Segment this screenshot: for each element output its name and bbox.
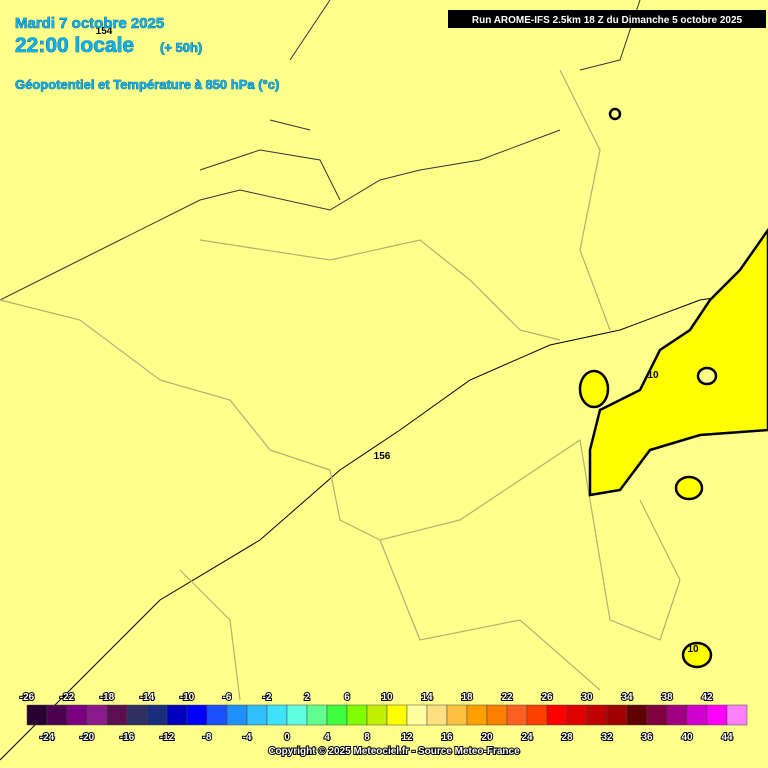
- legend-label: 6: [344, 692, 350, 703]
- warm-area: [681, 641, 713, 669]
- legend-swatch: [106, 704, 128, 726]
- legend: -26 -22 -18 -14 -10 -6 -2 2 6 10 14 18 22 26 30 34 38 42-…: [19, 691, 748, 744]
- legend-swatch: [486, 704, 508, 726]
- legend-label: 30: [581, 692, 593, 703]
- legend-label: 18: [461, 692, 473, 703]
- legend-swatch: [126, 704, 148, 726]
- field: Géopotentiel et Température à 850 hPa (°…: [15, 77, 279, 92]
- legend-swatch: [186, 704, 208, 726]
- legend-label: 44: [721, 732, 733, 743]
- warm-area: [578, 369, 610, 409]
- legend-swatch: [426, 704, 448, 726]
- legend-swatch: [546, 704, 568, 726]
- legend-swatch: [246, 704, 268, 726]
- legend-swatch: [226, 704, 248, 726]
- borders: [0, 69, 681, 701]
- legend-label: 42: [701, 692, 713, 703]
- legend-label: 0: [284, 732, 290, 743]
- legend-swatch: [726, 704, 748, 726]
- run: Run AROME-IFS 2.5km 18 Z du Dimanche 5 o…: [472, 15, 743, 26]
- legend-label: 12: [401, 732, 413, 743]
- legend-swatch: [606, 704, 628, 726]
- warm-area: [674, 475, 704, 501]
- legend-swatch: [146, 704, 168, 726]
- legend-swatch: [386, 704, 408, 726]
- legend-label: 20: [481, 732, 493, 743]
- legend-label: 28: [561, 732, 573, 743]
- legend-label: 2: [304, 692, 310, 703]
- legend-label: 40: [681, 732, 693, 743]
- lead: (+ 50h): [160, 40, 202, 55]
- legend-label: 8: [364, 732, 370, 743]
- legend-label: 24: [521, 732, 533, 743]
- warm-area: [588, 227, 768, 497]
- legend-label: -10: [180, 692, 195, 703]
- legend-label: -22: [60, 692, 75, 703]
- legend-swatch: [306, 704, 328, 726]
- legend-swatch: [526, 704, 548, 726]
- legend-swatch: [46, 704, 68, 726]
- legend-label: -26: [20, 692, 35, 703]
- legend-swatch: [506, 704, 528, 726]
- legend-label: 36: [641, 732, 653, 743]
- run-box: [448, 10, 766, 28]
- legend-swatch: [266, 704, 288, 726]
- legend-label: 32: [601, 732, 613, 743]
- legend-swatch: [446, 704, 468, 726]
- legend-swatch: [626, 704, 648, 726]
- copyright: Copyright © 2025 Meteociel.fr - Source M…: [268, 746, 520, 757]
- legend-swatch: [166, 704, 188, 726]
- legend-swatch: [466, 704, 488, 726]
- legend-label: 26: [541, 692, 553, 703]
- contour-label: 10: [687, 644, 699, 655]
- legend-label: -20: [80, 732, 95, 743]
- legend-swatch: [346, 704, 368, 726]
- legend-swatch: [286, 704, 308, 726]
- legend-label: 34: [621, 692, 633, 703]
- legend-label: -12: [160, 732, 175, 743]
- legend-swatch: [686, 704, 708, 726]
- legend-label: 16: [441, 732, 453, 743]
- time: 22:00 locale: [15, 34, 134, 57]
- contour: [608, 107, 622, 121]
- legend-swatch: [26, 704, 48, 726]
- legend-label: -16: [120, 732, 135, 743]
- legend-swatch: [566, 704, 588, 726]
- coastline: [199, 0, 641, 201]
- contour-156: [0, 289, 768, 761]
- contour-label: 156: [374, 451, 391, 462]
- legend-label: -4: [243, 732, 252, 743]
- legend-swatch: [646, 704, 668, 726]
- contour-label: 154: [96, 26, 113, 37]
- legend-swatch: [86, 704, 108, 726]
- legend-swatch: [706, 704, 728, 726]
- legend-swatch: [586, 704, 608, 726]
- legend-swatch: [366, 704, 388, 726]
- legend-label: -2: [263, 692, 272, 703]
- legend-label: 14: [421, 692, 433, 703]
- date: Mardi 7 octobre 2025: [15, 15, 164, 32]
- legend-label: 22: [501, 692, 513, 703]
- legend-label: 4: [324, 732, 330, 743]
- legend-swatch: [66, 704, 88, 726]
- coastline: [0, 129, 561, 301]
- contour-label: 10: [647, 370, 659, 381]
- legend-swatch: [406, 704, 428, 726]
- legend-label: 10: [381, 692, 393, 703]
- legend-label: -6: [223, 692, 232, 703]
- legend-label: -24: [40, 732, 55, 743]
- legend-label: -14: [140, 692, 155, 703]
- legend-swatch: [326, 704, 348, 726]
- legend-swatch: [666, 704, 688, 726]
- legend-swatch: [206, 704, 228, 726]
- legend-label: -8: [203, 732, 212, 743]
- legend-label: -18: [100, 692, 115, 703]
- cool-area: [696, 366, 718, 386]
- legend-label: 38: [661, 692, 673, 703]
